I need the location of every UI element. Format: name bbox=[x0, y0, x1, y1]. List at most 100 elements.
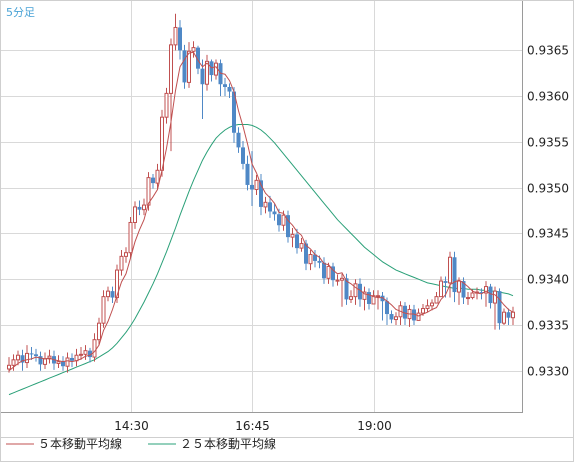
candle-body-up bbox=[11, 359, 16, 366]
candle-body-down bbox=[268, 202, 272, 212]
ma25-line bbox=[8, 124, 514, 396]
candle bbox=[101, 290, 106, 328]
candle bbox=[187, 42, 191, 88]
candle-body-down bbox=[70, 357, 74, 361]
candle bbox=[461, 277, 466, 304]
y-tick-label: 0.9350 bbox=[527, 182, 569, 196]
candle-body-up bbox=[7, 364, 11, 370]
candle-body-down bbox=[34, 354, 38, 357]
candle-body-up bbox=[155, 169, 160, 184]
x-tick-label: 19:00 bbox=[357, 419, 392, 433]
candle bbox=[466, 292, 470, 305]
y-tick-label: 0.9330 bbox=[527, 365, 569, 379]
candle-body-down bbox=[317, 260, 322, 263]
candle-body-up bbox=[169, 44, 173, 94]
candle bbox=[133, 201, 137, 229]
candle-body-up bbox=[128, 221, 133, 254]
candle-body-up bbox=[457, 280, 461, 293]
candle bbox=[385, 297, 389, 326]
candle bbox=[38, 351, 43, 371]
candle bbox=[110, 286, 115, 304]
candle bbox=[151, 173, 155, 189]
candle-body-up bbox=[106, 290, 110, 298]
candle bbox=[263, 196, 268, 214]
candle bbox=[434, 292, 439, 304]
candle bbox=[259, 173, 263, 216]
candle bbox=[452, 251, 457, 303]
candle-body-down bbox=[151, 177, 155, 184]
candle bbox=[326, 262, 331, 284]
candle-body-down bbox=[331, 266, 335, 281]
candle-body-up bbox=[83, 350, 88, 355]
candle bbox=[367, 288, 371, 310]
candle bbox=[119, 249, 124, 276]
candle-body-down bbox=[88, 350, 92, 358]
candle bbox=[272, 204, 277, 221]
candle bbox=[416, 308, 421, 321]
candle-body-up bbox=[448, 256, 452, 284]
candle bbox=[484, 281, 488, 307]
candle-body-down bbox=[110, 291, 115, 298]
candle-body-down bbox=[389, 314, 394, 320]
candle-body-up bbox=[16, 354, 20, 361]
candle bbox=[137, 200, 142, 216]
candle bbox=[506, 308, 511, 326]
candle-body-up bbox=[299, 243, 304, 249]
candle-body-down bbox=[38, 356, 43, 365]
x-tick-label: 16:45 bbox=[235, 419, 270, 433]
candle-body-down bbox=[443, 281, 448, 283]
candle-body-up bbox=[254, 179, 259, 191]
candle bbox=[497, 288, 502, 330]
candle-body-down bbox=[232, 91, 236, 133]
candle bbox=[245, 155, 250, 191]
candle bbox=[29, 346, 34, 360]
candle-body-up bbox=[173, 26, 178, 46]
candle bbox=[250, 151, 254, 206]
candle-body-down bbox=[20, 355, 25, 363]
candle-body-down bbox=[200, 68, 205, 85]
candle bbox=[182, 44, 187, 89]
candle bbox=[191, 41, 196, 58]
candle-body-up bbox=[164, 92, 169, 118]
candle bbox=[313, 249, 317, 268]
candle-body-up bbox=[466, 297, 470, 300]
candle bbox=[61, 356, 65, 371]
candle-body-down bbox=[286, 215, 290, 238]
candle-body-down bbox=[461, 281, 466, 298]
candle bbox=[178, 20, 182, 60]
candle bbox=[295, 228, 299, 254]
candle-body-up bbox=[142, 204, 146, 211]
candle bbox=[7, 357, 11, 373]
candle-body-down bbox=[385, 301, 389, 315]
ma25-layer bbox=[8, 124, 514, 396]
candle-body-down bbox=[313, 254, 317, 261]
candle-body-up bbox=[439, 280, 443, 298]
candle bbox=[425, 299, 430, 313]
candle-body-up bbox=[493, 290, 497, 304]
candle-body-up bbox=[56, 361, 61, 364]
candle-body-up bbox=[79, 353, 83, 356]
candle bbox=[376, 290, 380, 310]
candle-body-down bbox=[322, 262, 326, 279]
candle-body-down bbox=[245, 163, 250, 185]
candle-body-down bbox=[358, 283, 362, 300]
candle-body-up bbox=[502, 311, 506, 324]
ma5-line bbox=[8, 51, 514, 372]
candle-body-down bbox=[137, 206, 142, 210]
candle-body-down bbox=[250, 184, 254, 190]
candle bbox=[493, 286, 497, 330]
candle-body-down bbox=[61, 361, 65, 367]
legend: ５本移動平均線 ２５本移動平均線 bbox=[6, 436, 276, 451]
candle bbox=[286, 210, 290, 243]
candle-body-up bbox=[65, 357, 70, 367]
candle-body-up bbox=[425, 305, 430, 310]
candle-body-down bbox=[272, 211, 277, 215]
candle bbox=[349, 290, 353, 304]
candle bbox=[448, 251, 452, 298]
candle bbox=[299, 238, 304, 252]
candle-body-down bbox=[277, 214, 281, 226]
candle bbox=[353, 279, 358, 305]
legend-label: ２５本移動平均線 bbox=[180, 436, 276, 451]
